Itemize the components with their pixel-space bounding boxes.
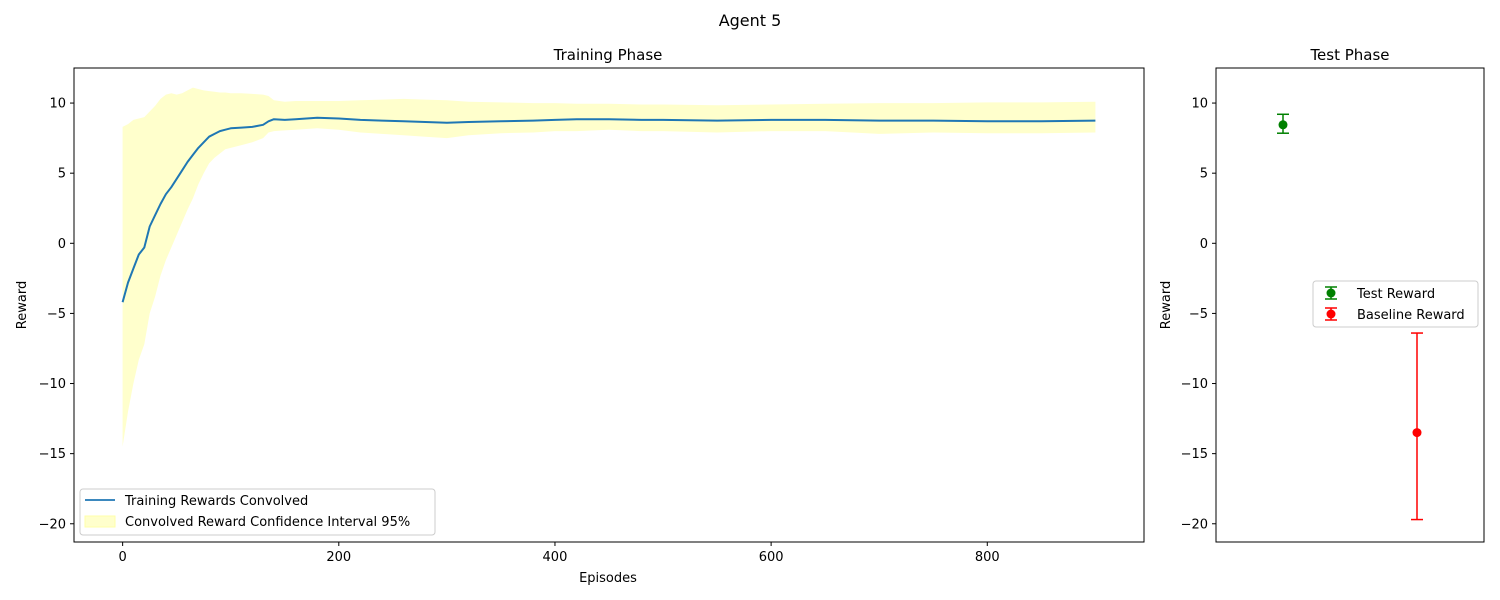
y-tick-label: 5 [58,167,66,182]
y-tick-label: −15 [1181,447,1208,462]
y-tick-label: −5 [1189,307,1208,322]
legend-area-swatch [84,515,116,528]
x-tick-label: 400 [543,550,568,565]
training-rewards-line [121,116,1096,303]
y-tick-label: −10 [1181,377,1208,392]
x-tick-label: 0 [118,550,126,565]
training-axes-frame [73,67,1145,543]
training-ylabel: Reward [15,281,30,329]
legend-baseline-reward: Baseline Reward [1357,308,1465,323]
figure-title: Agent 5 [719,11,782,30]
training-legend: Training Rewards Convolved Convolved Rew… [79,488,436,536]
y-tick-label: −15 [39,447,66,462]
x-tick-label: 600 [759,550,784,565]
test-ylabel: Reward [1159,281,1174,329]
legend-confidence-interval: Convolved Reward Confidence Interval 95% [125,515,410,530]
test-panel: Test Phase −20 −15 −10 −5 0 5 10 Reward Test R… [1159,46,1485,543]
test-legend: Test Reward Baseline Reward [1312,280,1479,328]
legend-test-swatch [1325,286,1337,300]
test-reward-point [1278,120,1288,130]
legend-baseline-swatch [1325,307,1337,321]
training-panel: Training Phase 0 200 400 600 800 −20 −15 −10 −5… [15,46,1145,586]
x-tick-label: 800 [975,550,1000,565]
y-tick-label: −20 [1181,517,1208,532]
y-tick-label: 0 [1200,237,1208,252]
training-plot-area [74,68,1144,542]
y-tick-label: 10 [49,97,66,112]
y-tick-label: 10 [1191,97,1208,112]
x-tick-label: 200 [326,550,351,565]
y-tick-label: −10 [39,377,66,392]
y-tick-label: −5 [47,307,66,322]
test-title: Test Phase [1309,46,1389,64]
legend-training-rewards: Training Rewards Convolved [124,494,308,509]
y-tick-label: −20 [39,517,66,532]
legend-test-reward: Test Reward [1356,287,1435,302]
training-title: Training Phase [553,46,663,64]
y-tick-label: 5 [1200,167,1208,182]
baseline-reward-point [1412,428,1422,438]
training-xlabel: Episodes [579,571,637,586]
confidence-band [122,87,1096,447]
y-tick-label: 0 [58,237,66,252]
test-axes-frame [1215,67,1485,543]
